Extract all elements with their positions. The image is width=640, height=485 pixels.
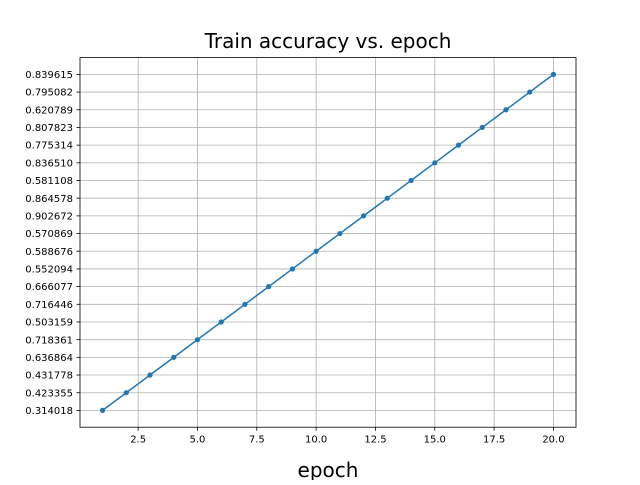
y-tick-label: 0.716446 [25, 300, 73, 311]
data-point [171, 354, 177, 360]
data-point [289, 266, 296, 272]
y-tick-label: 0.503159 [25, 318, 73, 329]
series-line [102, 73, 554, 412]
plot-frame [79, 57, 577, 428]
x-tick-label: 10.0 [305, 435, 327, 446]
x-tick-label: 5.0 [190, 435, 206, 446]
y-tick-label: 0.552094 [25, 265, 73, 276]
data-point [242, 301, 248, 307]
y-tick-label: 0.423355 [25, 388, 73, 399]
x-tick-label: 2.5 [130, 435, 146, 446]
y-tick-label: 0.314018 [25, 406, 73, 417]
data-point [266, 284, 272, 290]
data-point [337, 230, 343, 237]
data-point [527, 89, 533, 95]
data-point [123, 390, 129, 396]
x-tick-label: 7.5 [249, 435, 265, 446]
y-tick-label: 0.666077 [25, 282, 73, 293]
y-tick-label: 0.636864 [25, 353, 73, 364]
y-tick-label: 0.620789 [25, 105, 73, 116]
x-tick-label: 15.0 [424, 435, 446, 446]
data-point [147, 372, 153, 378]
y-tick-label: 0.902672 [25, 211, 73, 222]
x-axis-label: epoch [298, 458, 359, 480]
data-point [432, 160, 438, 166]
y-tick-label: 0.570869 [25, 229, 73, 240]
y-tick-label: 0.775314 [25, 141, 73, 152]
y-tick-label: 0.836510 [25, 158, 73, 169]
data-point [218, 319, 224, 325]
data-point [479, 124, 485, 131]
y-tick-label: 0.581108 [25, 176, 73, 187]
data-point [384, 195, 390, 201]
x-tick-label: 12.5 [364, 435, 386, 446]
y-tick-label: 0.864578 [25, 194, 73, 205]
y-tick-label: 0.839615 [25, 70, 73, 81]
chart-title: Train accuracy vs. epoch [204, 29, 452, 53]
y-tick-label: 0.431778 [25, 371, 73, 382]
data-point [408, 177, 414, 184]
data-point [455, 142, 462, 148]
data-point [360, 213, 367, 219]
y-tick-label: 0.795082 [25, 88, 73, 99]
data-point [99, 407, 106, 413]
x-tick-label: 20.0 [542, 435, 564, 446]
x-tick-label: 17.5 [483, 435, 505, 446]
data-point [194, 337, 201, 343]
y-tick-label: 0.718361 [25, 335, 73, 346]
y-tick-label: 0.807823 [25, 123, 73, 134]
data-point [503, 107, 509, 113]
data-point [313, 248, 319, 254]
y-tick-label: 0.588676 [25, 247, 73, 258]
data-point [550, 71, 557, 77]
